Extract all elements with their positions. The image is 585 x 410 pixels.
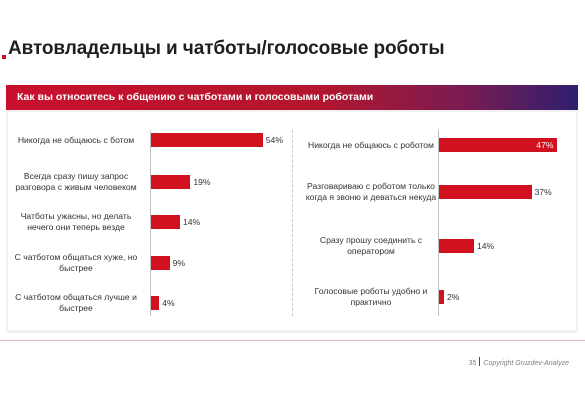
category-label: Разговариваю с роботом только когда я зв… (305, 181, 437, 202)
slide-title: Автовладельцы и чатботы/голосовые роботы (8, 38, 445, 59)
chart-divider (292, 130, 294, 316)
value-label: 9% (172, 258, 186, 268)
chart-axis (150, 130, 151, 316)
bar (439, 185, 532, 199)
bar (151, 215, 180, 229)
bar (151, 256, 170, 270)
bar (439, 138, 557, 152)
category-label: Никогда не общаюсь с роботом (308, 139, 434, 150)
bar (151, 296, 160, 310)
value-label: 47% (536, 140, 554, 150)
category-label: Голосовые роботы удобно и практично (314, 286, 428, 307)
value-label: 14% (182, 217, 201, 227)
value-label: 54% (265, 135, 283, 145)
category-label: Чатботы ужасны, но делать нечего они теп… (20, 211, 132, 232)
title-bullet (2, 55, 6, 59)
category-label: С чатботом общаться лучше и быстрее (15, 292, 137, 313)
value-label: 19% (193, 177, 211, 187)
bar (151, 175, 191, 189)
bar (151, 133, 263, 147)
value-label: 14% (477, 241, 495, 251)
page-number: 35 (468, 360, 477, 367)
value-label: 37% (534, 187, 552, 197)
footer-line (0, 340, 585, 341)
value-label: 2% (447, 292, 460, 302)
category-label: Сразу прошу соединить с оператором (319, 235, 423, 256)
question-text: Как вы относитесь к общению с чатботами … (17, 91, 374, 103)
bar (439, 239, 474, 253)
question-banner: Как вы относитесь к общению с чатботами … (6, 85, 578, 110)
footer-separator (479, 357, 481, 366)
category-label: Всегда сразу пишу запрос разговора с жив… (15, 171, 137, 192)
chart-axis (438, 130, 439, 316)
footer: 35 Copyright Gruzdev-Analyze (469, 357, 569, 367)
bar (439, 290, 444, 304)
category-label: С чатботом общаться хуже, но быстрее (14, 252, 138, 273)
value-label: 4% (162, 298, 175, 308)
copyright: Copyright Gruzdev-Analyze (483, 360, 569, 367)
category-label: Никогда не общаюсь с ботом (17, 134, 135, 145)
